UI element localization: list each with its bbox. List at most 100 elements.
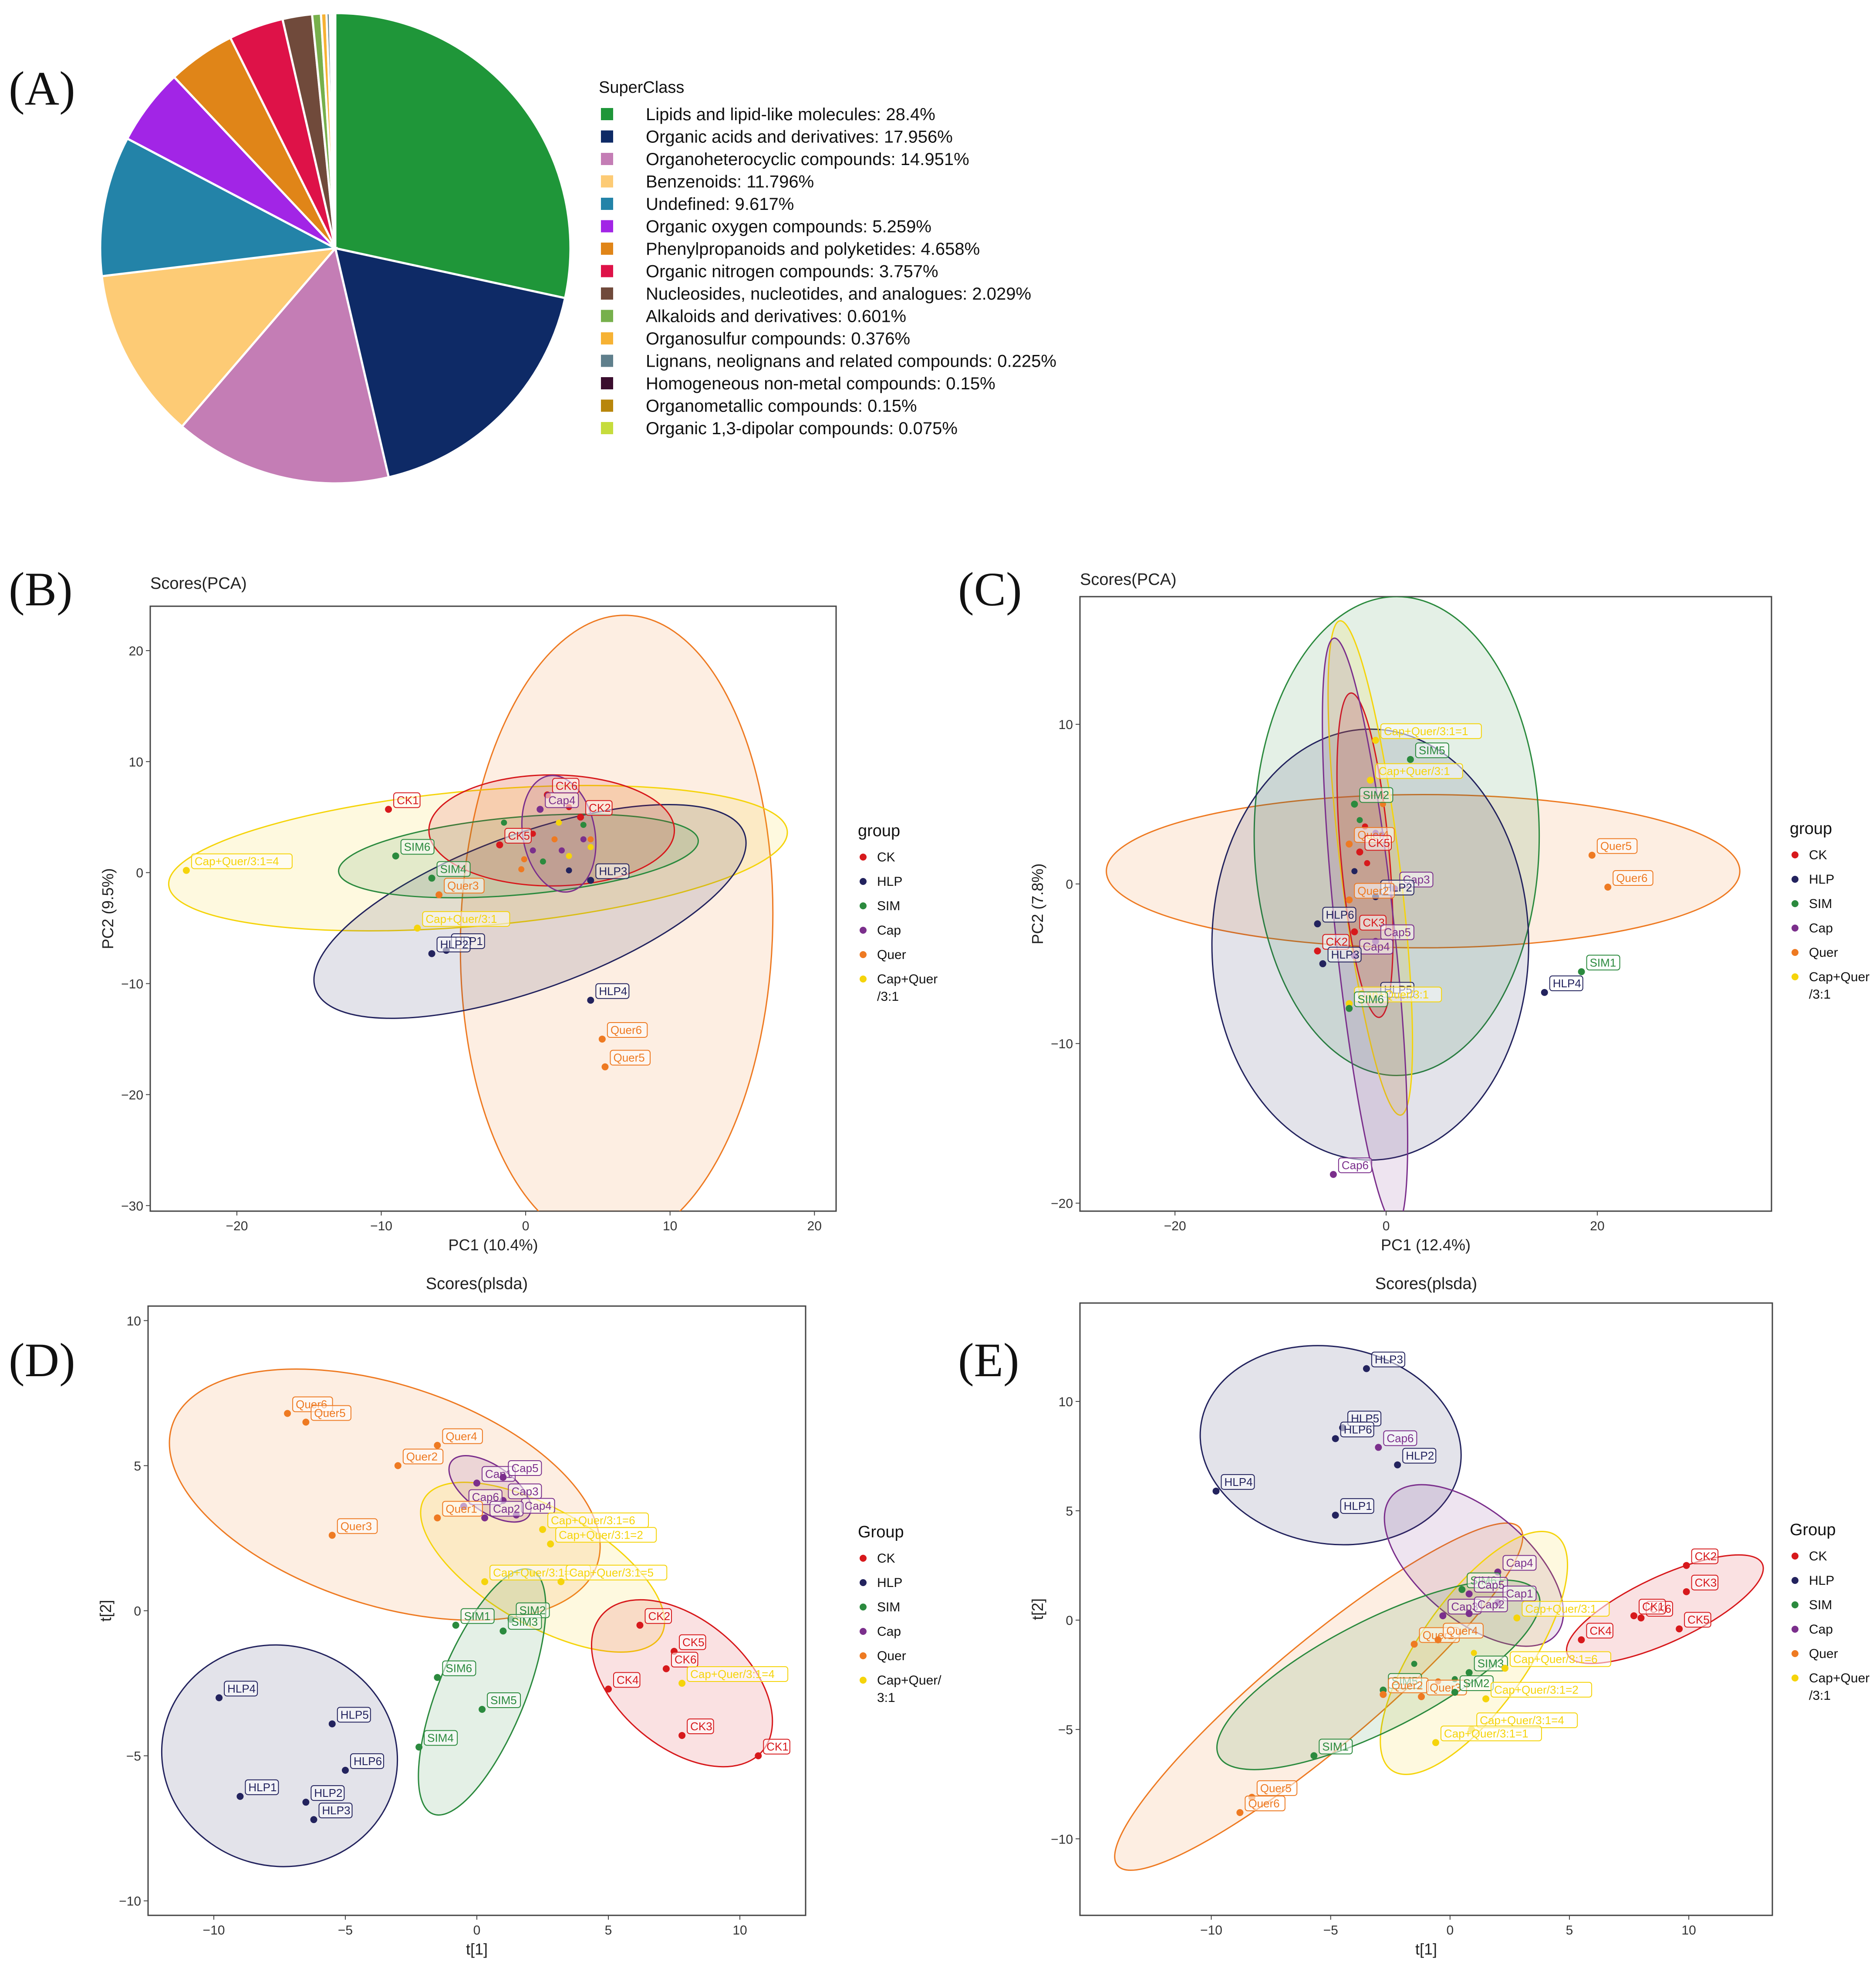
- y-axis-label: PC2 (9.5%): [99, 868, 117, 949]
- sample-point: [1212, 1487, 1220, 1495]
- sample-point: [394, 1462, 402, 1469]
- pie-slice: [334, 12, 572, 300]
- pie-slice: [172, 36, 337, 249]
- point-label: Cap+Quer/3:1=2: [1494, 1683, 1579, 1696]
- point-label: Cap+Quer/3:1=4: [690, 1668, 775, 1681]
- sample-point: [310, 1816, 317, 1823]
- point-label: Cap2: [493, 1502, 520, 1515]
- point-label: Cap+Quer/3:1=5: [569, 1566, 654, 1579]
- point-label: CK6: [675, 1653, 697, 1666]
- point-label-box: [460, 1608, 495, 1624]
- point-label-box: [1319, 1739, 1353, 1755]
- legend-entry: Cap+Quer/3:1: [1809, 1671, 1869, 1703]
- sample-point: [1367, 777, 1374, 784]
- x-tick-label: 5: [1566, 1923, 1573, 1938]
- point-label-box: [687, 1718, 714, 1734]
- legend-marker: [1792, 1601, 1798, 1608]
- sample-point: [1465, 1669, 1473, 1676]
- point-label-box: [1359, 939, 1394, 955]
- sample-point: [1578, 968, 1585, 976]
- point-label: Cap+Quer/3:1: [425, 912, 497, 925]
- sample-point: [1482, 1695, 1490, 1702]
- point-label-box: [1359, 915, 1387, 931]
- x-axis-label: t[1]: [466, 1940, 488, 1958]
- sample-point: [302, 1799, 310, 1806]
- sample-point: [601, 1063, 609, 1070]
- plot-area: CK1 CK6 CK2 CK5 Cap4 SIM6 SIM4 HLP3 Quer3 Cap+Que…: [168, 614, 788, 1211]
- point-label-box: [1684, 1612, 1711, 1628]
- point-label-box: [545, 792, 579, 808]
- sample-point: [496, 841, 503, 848]
- group-legend: group CK HLP SIM Cap Quer Cap+Quer/3:1: [858, 822, 938, 1004]
- sample-point: [1332, 1435, 1339, 1442]
- sample-point: [587, 877, 594, 884]
- group-legend: Group CK HLP SIM Cap Quer Cap+Quer/3:1: [1790, 1521, 1869, 1703]
- point-label: SIM1: [464, 1610, 491, 1623]
- point-label-box: [1502, 1555, 1537, 1571]
- legend-swatch: [601, 377, 613, 389]
- sample-point: [434, 1674, 441, 1681]
- point-label: CK5: [1368, 836, 1390, 849]
- point-label: CK2: [589, 801, 611, 814]
- point-label-box: [400, 839, 435, 855]
- point-label-box: [422, 911, 510, 927]
- point-label: Cap+Quer/3:1=1: [1384, 725, 1468, 738]
- point-label-box: [310, 1785, 345, 1801]
- sample-point: [473, 1479, 480, 1487]
- x-tick-label: −10: [203, 1923, 225, 1938]
- point-label-box: [436, 936, 471, 952]
- legend-marker: [860, 878, 867, 885]
- y-tick-label: 10: [129, 755, 143, 770]
- plot-frame: [1079, 596, 1772, 1212]
- sample-point: [1578, 1636, 1585, 1644]
- legend-entry: Cap: [1809, 921, 1833, 935]
- sample-point: [1501, 1665, 1508, 1672]
- sample-point: [1451, 1688, 1458, 1696]
- point-label-box: [436, 861, 471, 877]
- point-label: SIM3: [511, 1615, 538, 1628]
- sample-point: [1604, 884, 1612, 891]
- legend-marker: [860, 1555, 867, 1562]
- point-label: HLP3: [1375, 1353, 1403, 1366]
- legend-marker: [860, 902, 867, 909]
- y-tick-label: 0: [136, 866, 143, 881]
- y-tick-label: 10: [1059, 1395, 1073, 1409]
- sample-point: [530, 847, 536, 854]
- y-tick-label: −20: [1051, 1197, 1073, 1211]
- sample-point: [551, 836, 558, 843]
- point-label-box: [393, 792, 421, 808]
- point-label-box: [1322, 907, 1356, 923]
- sample-point: [1471, 1650, 1477, 1656]
- point-label: CK5: [508, 829, 530, 842]
- sample-point: [428, 874, 435, 882]
- point-label-box: [1221, 1474, 1255, 1490]
- point-label: Cap4: [1363, 940, 1390, 953]
- sample-point: [1356, 817, 1363, 824]
- sample-point: [1439, 1612, 1447, 1620]
- legend-marker: [1792, 973, 1798, 980]
- point-label: CK4: [617, 1673, 639, 1686]
- y-tick-label: −30: [121, 1199, 143, 1213]
- legend-swatch: [601, 153, 613, 165]
- sample-point: [755, 1752, 762, 1759]
- plot-area: HLP3HLP5Cap6HLP6HLP2HLP1HLP4Cap4SIM6Cap5…: [1114, 1345, 1764, 1871]
- panel-label: (C): [958, 563, 1022, 616]
- point-label-box: [595, 863, 630, 879]
- sample-point: [1351, 928, 1358, 935]
- point-label-box: [1327, 946, 1362, 962]
- sample-point: [1314, 947, 1321, 955]
- group-legend: group CK HLP SIM Cap Quer Cap+Quer/3:1: [1790, 820, 1869, 1002]
- sample-point: [182, 867, 190, 874]
- legend-entry: SIM: [877, 899, 900, 913]
- sample-point: [428, 950, 435, 957]
- legend-entry: SIM: [1809, 1598, 1832, 1612]
- point-label: Cap3: [1451, 1600, 1478, 1613]
- point-label-box: [337, 1518, 378, 1534]
- legend-marker: [860, 854, 867, 861]
- point-label: CK6: [556, 779, 578, 792]
- legend-entry: Cap: [877, 923, 901, 938]
- point-label: HLP1: [248, 1781, 277, 1794]
- sample-point: [587, 844, 594, 851]
- sample-point: [580, 822, 587, 828]
